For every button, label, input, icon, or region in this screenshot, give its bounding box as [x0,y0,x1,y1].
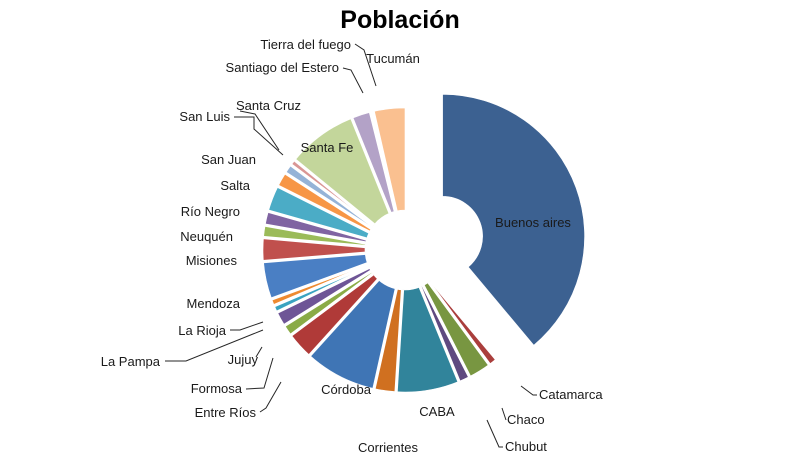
slice-gap [372,288,398,391]
leader-line [245,357,274,390]
slice-label: Córdoba [321,382,372,397]
slice-label: Catamarca [539,387,603,402]
slice-gap [283,170,373,230]
leader-lines [165,43,537,448]
slice-label: Entre Ríos [195,405,257,420]
slice-gap [275,184,370,234]
pie-slice-tucum-n [372,107,406,212]
slice-gap [427,281,492,367]
slice-gap [429,279,499,362]
chart-title: Población [340,6,460,34]
leader-line [230,321,264,331]
slice-gap [394,289,405,394]
leader-line [239,110,280,151]
leader-line [342,67,364,94]
leader-line [234,116,284,156]
slice-label: Tucumán [366,51,420,66]
slice-label: San Luis [179,109,230,124]
pie-slices [261,94,585,394]
slice-label: La Pampa [101,354,161,369]
slice-gap [274,266,370,315]
slice-label: Mendoza [187,296,241,311]
slice-label: San Juan [201,152,256,167]
slice-gap [349,115,392,214]
slice-gap [266,209,367,241]
slice-label: Misiones [186,253,238,268]
slice-label: Santiago del Estero [226,60,339,75]
slice-gap [288,162,374,228]
slice-label: Neuquén [180,229,233,244]
leader-line [486,419,503,448]
leader-line [520,385,537,396]
leader-line [165,329,264,362]
slice-label: Río Negro [181,204,240,219]
slice-label: La Rioja [178,323,226,338]
slice-labels: Buenos aires Catamarca Chaco Chubut CABA Corr… [101,37,604,455]
slice-gap [269,262,369,302]
slice-label: Chaco [507,412,545,427]
slice-label: Corrientes [358,440,418,455]
slice-gap [418,286,462,384]
slice-gap [371,109,398,212]
slice-gap [307,278,380,358]
slice-label: Buenos aires [495,215,571,230]
leader-line [354,43,377,87]
pie-slice-c-rdoba [309,279,397,389]
slice-gap [262,223,366,245]
leader-line [259,381,282,413]
slice-label: Salta [220,178,250,193]
slice-label: CABA [419,404,455,419]
leader-line [255,346,263,358]
slice-gap [282,269,372,328]
slice-gap [271,264,369,308]
slice-label: Chubut [505,439,547,454]
slice-gap [292,157,376,226]
slice-gap [261,235,366,249]
slice-label: Formosa [191,381,243,396]
pie-slice-santa-fe [294,117,391,226]
slice-gap [288,272,374,338]
pie-slice-buenos-aires [442,94,585,346]
slice-gap [421,284,472,380]
pie-slice-caba [395,286,460,393]
slice-gap [261,251,366,264]
slice-label: Santa Fe [301,140,354,155]
slice-label: Jujuy [228,352,259,367]
slice-label: Tierra del fuego [260,37,351,52]
leader-line [501,407,507,421]
slice-label: Santa Cruz [236,98,301,113]
